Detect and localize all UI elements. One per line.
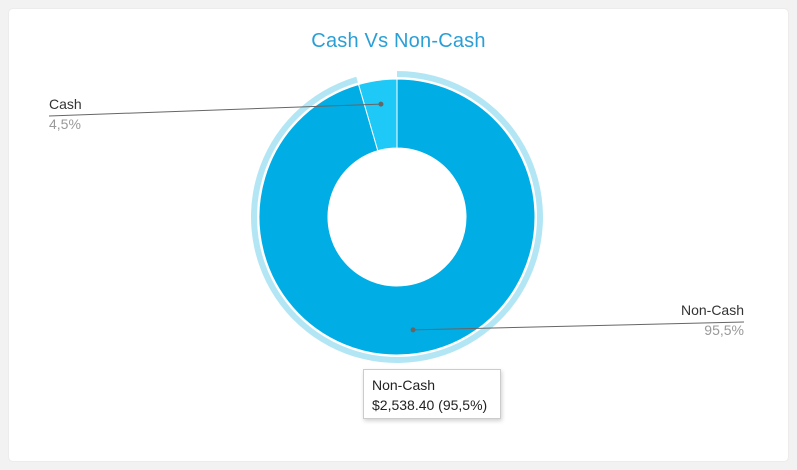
tooltip-value: $2,538.40 (95,5%) xyxy=(372,397,488,413)
callout-cash-percent: 4,5% xyxy=(49,116,81,132)
leader-dot-non-cash xyxy=(410,327,416,333)
donut-hole xyxy=(328,148,466,286)
callout-non-cash-name: Non-Cash xyxy=(680,302,744,318)
callout-non-cash-percent: 95,5% xyxy=(704,322,744,338)
callout-non-cash: Non-Cash 95,5% xyxy=(643,300,744,340)
donut-chart xyxy=(48,71,745,363)
chart-tooltip: Non-Cash $2,538.40 (95,5%) xyxy=(363,369,501,419)
callout-cash-name: Cash xyxy=(49,96,82,112)
tooltip-title: Non-Cash xyxy=(372,377,436,393)
leader-line-cash xyxy=(48,103,381,117)
leader-dot-cash xyxy=(378,101,384,107)
chart-title: Cash Vs Non-Cash xyxy=(311,30,486,52)
callout-cash: Cash 4,5% xyxy=(49,94,82,134)
chart-card: Cash Vs Non-Cash Cash 4,5% Non-Cash 95,5… xyxy=(9,9,788,461)
leader-line-non-cash xyxy=(413,321,745,331)
